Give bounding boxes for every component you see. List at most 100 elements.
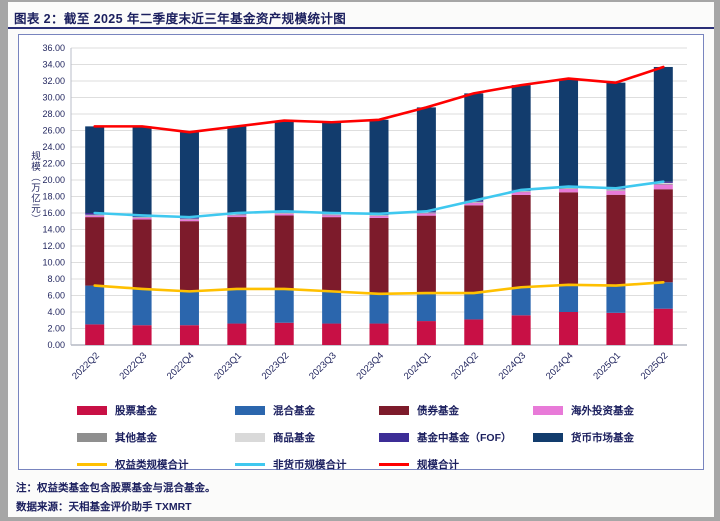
bar-segment: [369, 323, 389, 345]
legend-item: 商品基金: [235, 430, 379, 445]
bar-segment: [559, 188, 579, 193]
legend-item: 债券基金: [379, 403, 533, 418]
bar-segment: [653, 184, 673, 190]
x-tick-label: 2023Q3: [307, 350, 339, 382]
bar-segment: [274, 288, 294, 323]
x-tick-label: 2024Q4: [544, 350, 576, 382]
legend-item: 其他基金: [77, 430, 235, 445]
legend-label: 权益类规模合计: [115, 459, 189, 471]
bar-segment: [179, 219, 199, 222]
x-tick-label: 2023Q2: [260, 350, 292, 382]
y-tick-label: 10.00: [42, 258, 65, 268]
bar-segment: [369, 215, 389, 218]
bar-segment: [85, 215, 105, 218]
bar-segment: [322, 214, 342, 215]
bar-segment: [322, 215, 342, 218]
bar-segment: [464, 202, 484, 206]
bar-segment: [416, 293, 436, 322]
x-tick-label: 2024Q1: [402, 350, 434, 382]
x-tick-label: 2022Q4: [165, 350, 197, 382]
x-tick-label: 2022Q3: [118, 350, 150, 382]
y-tick-label: 26.00: [42, 126, 65, 136]
y-tick-label: 22.00: [42, 159, 65, 169]
bar-segment: [179, 219, 199, 220]
y-tick-label: 32.00: [42, 76, 65, 86]
bar-segment: [85, 215, 105, 216]
bar-segment: [179, 221, 199, 292]
data-source: 数据来源：天相基金评价助手 TXMRT: [16, 501, 192, 513]
bar-segment: [322, 217, 342, 292]
y-tick-label: 28.00: [42, 109, 65, 119]
legend-label: 股票基金: [115, 405, 157, 417]
legend-swatch: [77, 406, 107, 415]
legend-item: 基金中基金（FOF）: [379, 430, 533, 445]
chart-title: 图表 2：截至 2025 年二季度末近三年基金资产规模统计图: [14, 12, 347, 26]
y-tick-label: 14.00: [42, 225, 65, 235]
bar-segment: [511, 194, 531, 288]
legend-swatch: [77, 463, 107, 466]
bar-segment: [227, 217, 247, 289]
bar-segment: [416, 212, 436, 214]
legend-item: 股票基金: [77, 403, 235, 418]
bar-segment: [369, 119, 389, 214]
bar-segment: [606, 312, 626, 345]
bar-segment: [369, 215, 389, 216]
legend-label: 其他基金: [115, 432, 157, 444]
bar-segment: [369, 217, 389, 294]
bar-segment: [85, 126, 105, 213]
bar-segment: [559, 187, 579, 189]
x-tick-label: 2024Q3: [497, 350, 529, 382]
bar-segment: [653, 66, 673, 182]
bar-segment: [322, 323, 342, 345]
y-tick-label: 6.00: [47, 291, 65, 301]
bar-segment: [227, 215, 247, 218]
bar-segment: [464, 205, 484, 294]
bar-segment: [464, 293, 484, 320]
y-tick-label: 18.00: [42, 192, 65, 202]
legend-item: 海外投资基金: [533, 403, 703, 418]
legend-label: 海外投资基金: [571, 405, 634, 417]
bar-segment: [559, 78, 579, 187]
y-tick-label: 8.00: [47, 274, 65, 284]
y-tick-label: 20.00: [42, 175, 65, 185]
bar-segment: [85, 214, 105, 216]
legend-swatch: [77, 433, 107, 442]
x-tick-label: 2025Q1: [591, 350, 623, 382]
bar-segment: [416, 213, 436, 216]
title-underline: [8, 27, 714, 29]
bar-segment: [85, 285, 105, 325]
y-tick-label: 24.00: [42, 142, 65, 152]
bar-segment: [227, 323, 247, 345]
legend-item: 规模合计: [379, 457, 533, 472]
bar-segment: [559, 312, 579, 345]
bar-segment: [606, 285, 626, 313]
legend-label: 货币市场基金: [571, 432, 634, 444]
legend-item: 混合基金: [235, 403, 379, 418]
bar-segment: [511, 287, 531, 316]
bar-segment: [511, 191, 531, 195]
bar-segment: [322, 214, 342, 216]
bar-segment: [179, 132, 199, 218]
x-tick-label: 2022Q2: [70, 350, 102, 382]
bar-segment: [227, 214, 247, 216]
bar-segment: [464, 93, 484, 201]
bar-segment: [464, 319, 484, 345]
bar-segment: [369, 215, 389, 217]
legend-swatch: [533, 433, 563, 442]
footnote: 注：权益类基金包含股票基金与混合基金。: [16, 482, 216, 494]
y-tick-label: 36.00: [42, 43, 65, 53]
bar-segment: [416, 215, 436, 294]
bar-segment: [322, 291, 342, 324]
bar-segment: [416, 107, 436, 212]
bar-segment: [179, 218, 199, 220]
bar-segment: [132, 219, 152, 289]
legend-label: 商品基金: [273, 432, 315, 444]
legend-swatch: [379, 433, 409, 442]
legend-swatch: [235, 463, 265, 466]
line-series: [93, 65, 665, 134]
bar-segment: [653, 308, 673, 345]
bar-segment: [274, 213, 294, 214]
legend-label: 规模合计: [417, 459, 459, 471]
chart-legend: 股票基金 混合基金 债券基金 海外投资基金其他基金 商品基金 基金中基金（FOF） 货币市场…: [19, 403, 703, 472]
legend-swatch: [379, 463, 409, 466]
